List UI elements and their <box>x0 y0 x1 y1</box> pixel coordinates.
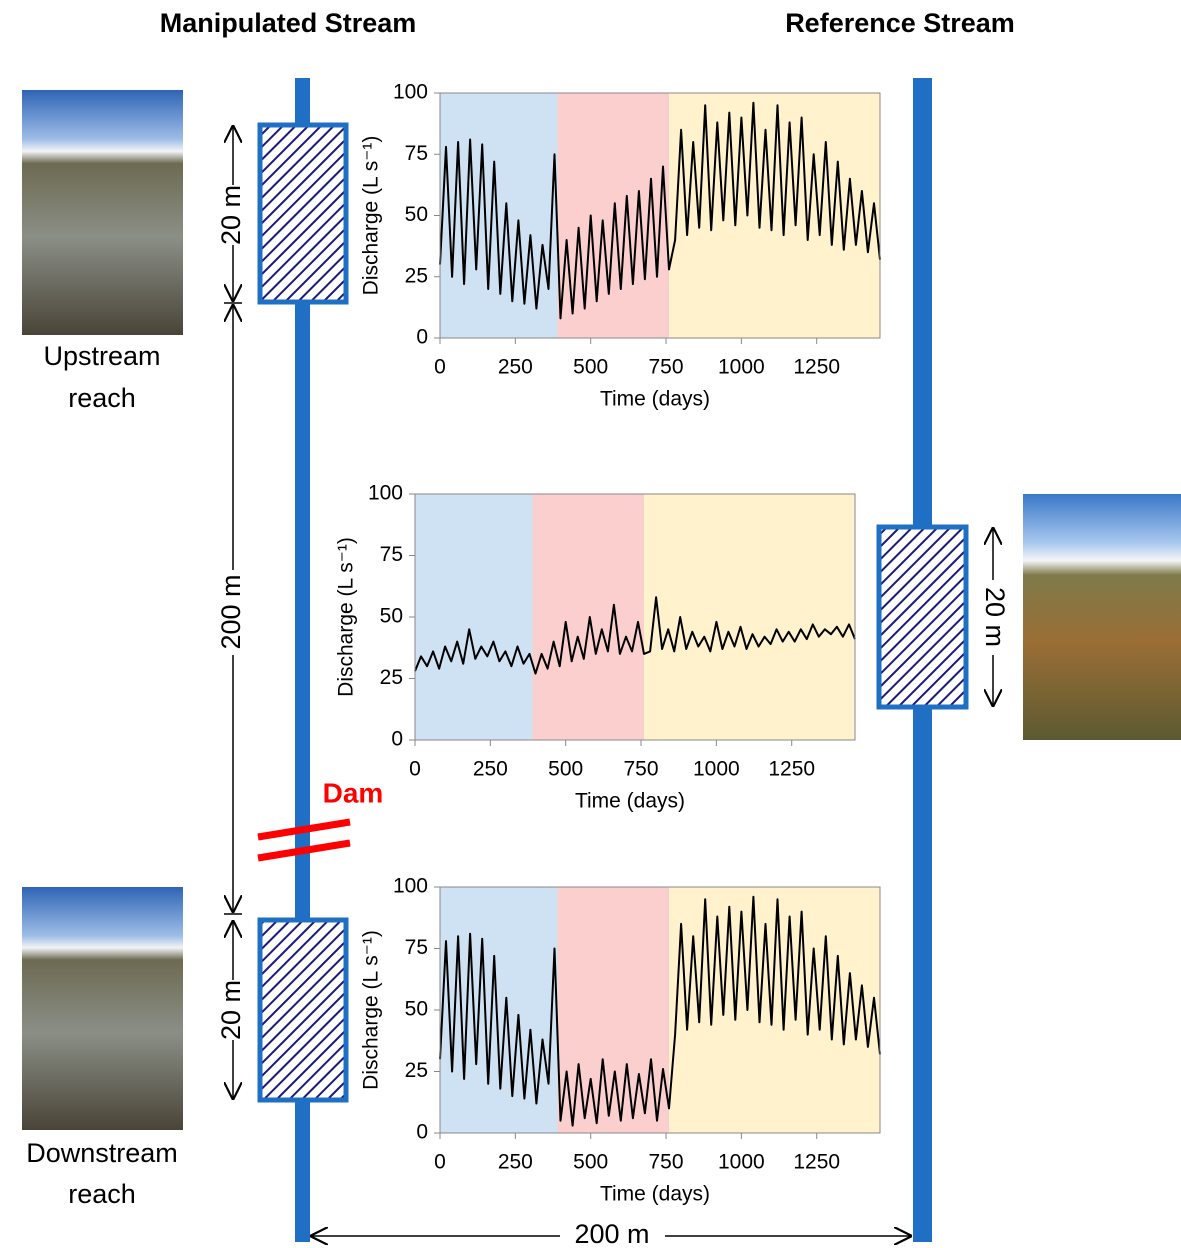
y-tick-label: 25 <box>380 666 403 689</box>
x-tick-label: 1000 <box>718 1151 765 1174</box>
x-axis-label: Time (days) <box>575 790 685 813</box>
reach-box <box>879 527 966 707</box>
x-tick-label: 250 <box>498 356 533 379</box>
period-span <box>533 494 645 740</box>
y-tick-label: 75 <box>405 142 428 165</box>
dimension-label: 20 m <box>216 980 246 1040</box>
x-tick-label: 750 <box>649 1151 684 1174</box>
upstream-label: Upstream <box>43 341 160 371</box>
period-span <box>644 494 855 740</box>
reach-box <box>260 125 346 302</box>
x-tick-label: 0 <box>409 758 421 781</box>
upstream-label: reach <box>68 383 136 413</box>
x-axis-label: Time (days) <box>600 388 710 411</box>
downstream-label: Downstream <box>26 1138 178 1168</box>
reach-box <box>260 920 346 1100</box>
y-tick-label: 25 <box>405 264 428 287</box>
right-heading: Reference Stream <box>785 8 1015 38</box>
photo-upstream <box>22 90 183 335</box>
x-tick-label: 500 <box>573 356 608 379</box>
y-tick-label: 0 <box>391 728 403 751</box>
x-tick-label: 1000 <box>693 758 740 781</box>
y-tick-label: 50 <box>405 998 428 1021</box>
x-tick-label: 500 <box>548 758 583 781</box>
x-tick-label: 250 <box>473 758 508 781</box>
x-tick-label: 1250 <box>793 1151 840 1174</box>
x-tick-label: 750 <box>624 758 659 781</box>
y-tick-label: 0 <box>416 1121 428 1144</box>
x-tick-label: 1250 <box>793 356 840 379</box>
photo-reference <box>1023 494 1181 740</box>
y-tick-label: 100 <box>393 81 428 104</box>
x-tick-label: 1000 <box>718 356 765 379</box>
dimension-label: 20 m <box>216 185 246 245</box>
x-tick-label: 1250 <box>768 758 815 781</box>
dimension-label: 20 m <box>980 587 1010 647</box>
period-span <box>440 93 558 338</box>
y-tick-label: 50 <box>405 203 428 226</box>
y-tick-label: 100 <box>368 482 403 505</box>
dimension-label: 200 m <box>216 574 246 649</box>
y-axis-label: Discharge (L s⁻¹) <box>335 537 358 697</box>
downstream-label: reach <box>68 1179 136 1209</box>
period-span <box>558 887 670 1133</box>
y-tick-label: 75 <box>405 936 428 959</box>
x-tick-label: 0 <box>434 356 446 379</box>
figure: Manipulated Stream Reference Stream Upst… <box>0 0 1181 1248</box>
period-span <box>440 887 558 1133</box>
left-heading: Manipulated Stream <box>160 8 417 38</box>
period-span <box>415 494 533 740</box>
x-tick-label: 250 <box>498 1151 533 1174</box>
x-tick-label: 750 <box>649 356 684 379</box>
dam-label: Dam <box>323 777 384 808</box>
y-tick-label: 75 <box>380 543 403 566</box>
y-tick-label: 50 <box>380 605 403 628</box>
x-axis-label: Time (days) <box>600 1183 710 1206</box>
dimension-label: 200 m <box>574 1219 649 1248</box>
y-tick-label: 0 <box>416 326 428 349</box>
y-tick-label: 25 <box>405 1059 428 1082</box>
y-tick-label: 100 <box>393 875 428 898</box>
y-axis-label: Discharge (L s⁻¹) <box>360 930 383 1090</box>
x-tick-label: 500 <box>573 1151 608 1174</box>
x-tick-label: 0 <box>434 1151 446 1174</box>
y-axis-label: Discharge (L s⁻¹) <box>360 136 383 296</box>
photo-downstream <box>22 887 183 1130</box>
